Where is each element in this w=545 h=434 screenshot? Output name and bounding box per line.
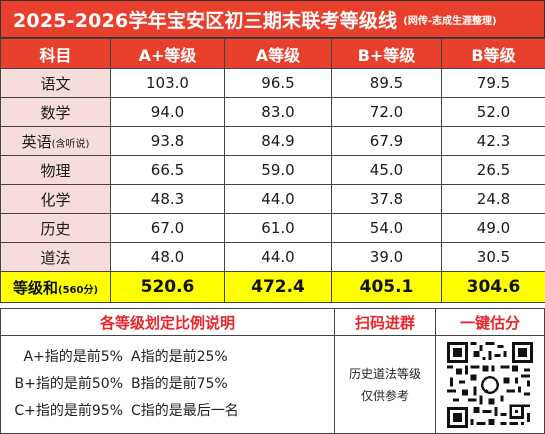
history-note-line1: 历史道法等级 <box>348 366 421 381</box>
score-cell: 54.0 <box>331 213 442 243</box>
total-score-cell: 472.4 <box>224 271 332 303</box>
subject-name: 化学 <box>40 190 71 209</box>
subject-cell: 数学 <box>0 97 111 127</box>
total-label-cell: 等级和(560分) <box>0 271 111 303</box>
subject-cell: 道法 <box>0 242 111 272</box>
history-note-line2: 仅供参考 <box>360 388 409 403</box>
score-cell: 42.3 <box>441 126 545 156</box>
score-cell: 83.0 <box>224 97 332 127</box>
subject-name: 语文 <box>40 74 71 93</box>
score-cell: 94.0 <box>110 97 225 127</box>
page-title: 2025-2026学年宝安区初三期末联考等级线 <box>13 9 398 32</box>
ratio-c-plus: C+指的是前95% <box>14 403 123 419</box>
score-cell: 72.0 <box>331 97 442 127</box>
estimate-score-label[interactable]: 一键估分 <box>435 308 545 336</box>
score-cell: 67.0 <box>110 213 225 243</box>
explain-title: 各等级划定比例说明 <box>0 308 335 336</box>
score-cell: 30.5 <box>441 242 545 272</box>
score-cell: 96.5 <box>224 68 332 98</box>
score-cell: 45.0 <box>331 155 442 185</box>
total-row: 等级和(560分) 520.6 472.4 405.1 304.6 <box>0 271 545 303</box>
scan-join-label[interactable]: 扫码进群 <box>334 308 436 336</box>
table-row: 道法 48.0 44.0 39.0 30.5 <box>0 242 545 272</box>
score-cell: 37.8 <box>331 184 442 214</box>
qr-code-cell[interactable] <box>435 335 545 434</box>
qr-code-icon[interactable] <box>447 341 533 428</box>
subject-name: 英语 <box>21 132 52 151</box>
ratio-explanation: A+指的是前5% A指的是前25% B+指的是前50% B指的是前75% C+指的是… <box>0 335 335 434</box>
explain-line: C+指的是前95% C指的是最后一名 <box>1 398 334 425</box>
score-cell: 89.5 <box>331 68 442 98</box>
info-section: 各等级划定比例说明 扫码进群 一键估分 A+指的是前5% A指的是前25% B+指… <box>0 308 545 434</box>
subject-name: 数学 <box>40 103 71 122</box>
score-cell: 79.5 <box>441 68 545 98</box>
table-row: 化学 48.3 44.0 37.8 24.8 <box>0 184 545 214</box>
subject-cell: 语文 <box>0 68 111 98</box>
score-cell: 84.9 <box>224 126 332 156</box>
score-cell: 103.0 <box>110 68 225 98</box>
subject-name: 物理 <box>40 161 71 180</box>
score-cell: 26.5 <box>441 155 545 185</box>
grade-table: 科目 A+等级 A等级 B+等级 B等级 语文 103.0 96.5 89.5 … <box>0 38 545 303</box>
table-row: 物理 66.5 59.0 45.0 26.5 <box>0 155 545 185</box>
score-cell: 67.9 <box>331 126 442 156</box>
explain-line: A+指的是前5% A指的是前25% <box>1 344 334 371</box>
total-label-note: (560分) <box>58 284 99 296</box>
subject-cell: 历史 <box>0 213 111 243</box>
total-score-cell: 520.6 <box>110 271 225 303</box>
score-cell: 44.0 <box>224 184 332 214</box>
title-banner: 2025-2026学年宝安区初三期末联考等级线 (网传-志成生涯整理) <box>0 0 545 38</box>
table-header-row: 科目 A+等级 A等级 B+等级 B等级 <box>0 38 545 69</box>
score-cell: 93.8 <box>110 126 225 156</box>
header-subject: 科目 <box>0 38 111 69</box>
ratio-b-plus: B+指的是前50% <box>14 376 123 392</box>
score-cell: 44.0 <box>224 242 332 272</box>
header-b-plus: B+等级 <box>331 38 442 69</box>
score-cell: 39.0 <box>331 242 442 272</box>
total-label: 等级和 <box>12 278 58 297</box>
total-score-cell: 304.6 <box>441 271 545 303</box>
score-cell: 59.0 <box>224 155 332 185</box>
score-cell: 48.3 <box>110 184 225 214</box>
ratio-c: C指的是最后一名 <box>131 403 239 419</box>
subject-note: (含听说) <box>51 138 90 150</box>
score-cell: 52.0 <box>441 97 545 127</box>
score-cell: 61.0 <box>224 213 332 243</box>
subject-cell: 物理 <box>0 155 111 185</box>
score-cell: 48.0 <box>110 242 225 272</box>
ratio-a: A指的是前25% <box>131 349 228 365</box>
table-row: 历史 67.0 61.0 54.0 49.0 <box>0 213 545 243</box>
source-note: (网传-志成生涯整理) <box>403 15 497 27</box>
score-cell: 24.8 <box>441 184 545 214</box>
score-cell: 49.0 <box>441 213 545 243</box>
ratio-b: B指的是前75% <box>131 376 228 392</box>
total-score-cell: 405.1 <box>331 271 442 303</box>
header-a: A等级 <box>224 38 332 69</box>
ratio-a-plus: A+指的是前5% <box>23 349 123 365</box>
header-a-plus: A+等级 <box>110 38 225 69</box>
subject-name: 道法 <box>40 248 71 267</box>
subject-cell: 英语(含听说) <box>0 126 111 156</box>
header-b: B等级 <box>441 38 545 69</box>
explain-line: B+指的是前50% B指的是前75% <box>1 371 334 398</box>
table-row: 数学 94.0 83.0 72.0 52.0 <box>0 97 545 127</box>
history-note: 历史道法等级 仅供参考 <box>334 335 436 434</box>
score-cell: 66.5 <box>110 155 225 185</box>
table-row: 英语(含听说) 93.8 84.9 67.9 42.3 <box>0 126 545 156</box>
subject-name: 历史 <box>40 219 71 238</box>
subject-cell: 化学 <box>0 184 111 214</box>
table-row: 语文 103.0 96.5 89.5 79.5 <box>0 68 545 98</box>
